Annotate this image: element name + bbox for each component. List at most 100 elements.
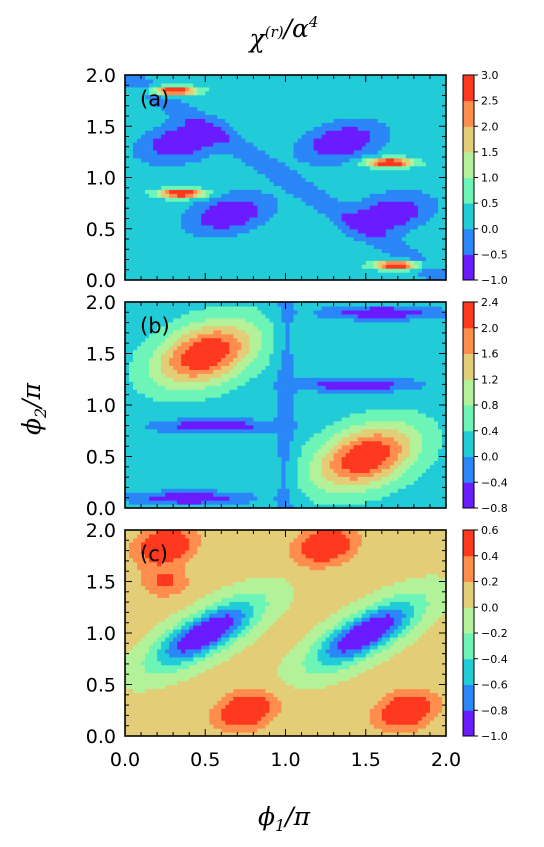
- heatmap-cell: [305, 177, 311, 183]
- heatmap-cell: [261, 157, 267, 163]
- heatmap-cell: [301, 161, 307, 167]
- heatmap-cell: [285, 169, 291, 175]
- heatmap-cell: [437, 118, 443, 123]
- heatmap-cell: [137, 440, 142, 446]
- heatmap-cell: [377, 256, 383, 261]
- heatmap-cell: [149, 313, 154, 319]
- heatmap-cell: [353, 75, 359, 80]
- heatmap-cell: [389, 220, 395, 226]
- heatmap-cell: [181, 264, 186, 269]
- heatmap-cell: [185, 244, 190, 250]
- heatmap-cell: [257, 169, 263, 175]
- heatmap-cell: [337, 165, 343, 171]
- heatmap-cell: [173, 189, 178, 194]
- heatmap-cell: [337, 216, 343, 222]
- heatmap-cell: [153, 260, 158, 265]
- heatmap-cell: [389, 161, 395, 167]
- heatmap-cell: [145, 224, 150, 230]
- heatmap-cell: [389, 90, 395, 96]
- heatmap-cell: [329, 220, 335, 226]
- heatmap-cell: [389, 114, 395, 119]
- heatmap-cell: [409, 248, 415, 253]
- heatmap-cell: [413, 114, 419, 119]
- heatmap-cell: [417, 145, 423, 151]
- heatmap-cell: [161, 157, 166, 163]
- heatmap-cell: [129, 460, 134, 466]
- heatmap-cell: [173, 472, 178, 477]
- heatmap-cell: [153, 173, 158, 179]
- heatmap-cell: [425, 122, 431, 127]
- heatmap-cell: [225, 244, 230, 250]
- heatmap-cell: [433, 94, 439, 100]
- heatmap-cell: [221, 142, 226, 147]
- heatmap-cell: [157, 177, 162, 183]
- heatmap-cell: [197, 157, 202, 163]
- heatmap-cell: [169, 86, 174, 92]
- heatmap-cell: [145, 405, 150, 410]
- heatmap-cell: [353, 106, 359, 112]
- heatmap-cell: [233, 118, 238, 123]
- heatmap-cell: [165, 337, 170, 343]
- heatmap-cell: [205, 142, 210, 147]
- heatmap-cell: [373, 110, 379, 116]
- heatmap-cell: [225, 212, 230, 218]
- heatmap-cell: [141, 161, 146, 167]
- heatmap-cell: [429, 209, 435, 214]
- heatmap-cell: [205, 252, 210, 257]
- heatmap-cell: [437, 248, 443, 253]
- heatmap-cell: [165, 272, 170, 277]
- heatmap-cell: [237, 98, 242, 104]
- heatmap-cell: [137, 313, 142, 319]
- heatmap-cell: [377, 86, 383, 92]
- heatmap-cell: [193, 189, 198, 194]
- heatmap-cell: [341, 126, 347, 131]
- heatmap-cell: [245, 173, 250, 179]
- heatmap-cell: [197, 75, 202, 80]
- heatmap-cell: [413, 134, 419, 139]
- heatmap-cell: [369, 197, 375, 202]
- heatmap-cell: [433, 248, 439, 253]
- heatmap-cell: [213, 264, 218, 269]
- heatmap-cell: [425, 216, 431, 222]
- heatmap-cell: [345, 86, 351, 92]
- heatmap-cell: [393, 110, 399, 116]
- heatmap-cell: [357, 236, 363, 242]
- heatmap-cell: [161, 424, 166, 430]
- heatmap-cell: [329, 78, 335, 84]
- heatmap-cell: [357, 126, 363, 131]
- heatmap-cell: [173, 264, 178, 269]
- heatmap-cell: [305, 209, 311, 214]
- heatmap-cell: [365, 169, 371, 175]
- heatmap-cell: [389, 78, 395, 84]
- heatmap-cell: [201, 224, 206, 230]
- heatmap-cell: [133, 321, 138, 327]
- heatmap-cell: [153, 122, 158, 127]
- heatmap-cell: [377, 232, 383, 238]
- heatmap-cell: [337, 205, 343, 210]
- heatmap-cell: [193, 264, 198, 269]
- heatmap-cell: [177, 228, 182, 234]
- heatmap-cell: [137, 389, 142, 394]
- heatmap-cell: [245, 220, 250, 226]
- heatmap-cell: [429, 169, 435, 175]
- heatmap-cell: [221, 94, 226, 100]
- heatmap-cell: [297, 201, 303, 206]
- heatmap-cell: [401, 122, 407, 127]
- heatmap-cell: [221, 224, 226, 230]
- heatmap-cell: [245, 110, 250, 116]
- heatmap-cell: [125, 472, 130, 477]
- heatmap-cell: [133, 165, 138, 171]
- heatmap-cell: [289, 276, 295, 280]
- heatmap-cell: [261, 189, 267, 194]
- heatmap-cell: [409, 82, 415, 88]
- heatmap-cell: [245, 240, 250, 246]
- heatmap-cell: [365, 181, 371, 186]
- heatmap-cell: [285, 189, 291, 194]
- heatmap-cell: [401, 78, 407, 84]
- heatmap-cell: [173, 169, 178, 175]
- heatmap-cell: [329, 138, 335, 143]
- heatmap-cell: [309, 138, 315, 143]
- heatmap-cell: [241, 248, 246, 253]
- heatmap-cell: [357, 122, 363, 127]
- heatmap-cell: [157, 78, 162, 84]
